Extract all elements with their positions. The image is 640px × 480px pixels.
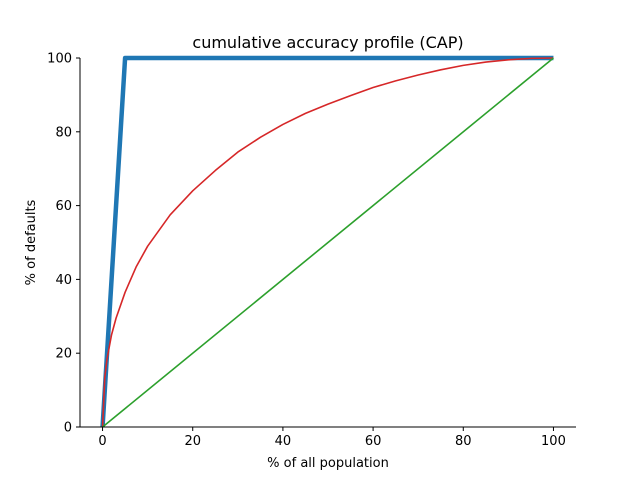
x-axis-ticks: 0 20 40 60 80 100 (98, 427, 566, 449)
x-tick-label: 20 (184, 434, 201, 449)
series-line-1 (100, 55, 554, 428)
y-tick-label: 0 (64, 421, 72, 436)
chart-title: cumulative accuracy profile (CAP) (192, 33, 463, 52)
series-line-3 (102, 57, 554, 428)
x-tick-label: 100 (541, 434, 566, 449)
axes-spines (79, 58, 576, 428)
x-tick-label: 0 (98, 434, 106, 449)
y-tick-label: 40 (55, 273, 72, 288)
x-tick-label: 80 (455, 434, 472, 449)
series-layer (100, 55, 554, 428)
series-line-2 (101, 57, 554, 428)
x-tick-label: 40 (275, 434, 292, 449)
y-tick-label: 100 (47, 52, 72, 67)
y-tick-label: 20 (55, 347, 72, 362)
x-axis-label: % of all population (267, 456, 389, 471)
y-axis-label: % of defaults (24, 199, 39, 285)
y-tick-label: 60 (55, 199, 72, 214)
x-tick-label: 60 (365, 434, 382, 449)
y-tick-label: 80 (55, 125, 72, 140)
y-axis-ticks: 0 20 40 60 80 100 (47, 52, 80, 436)
